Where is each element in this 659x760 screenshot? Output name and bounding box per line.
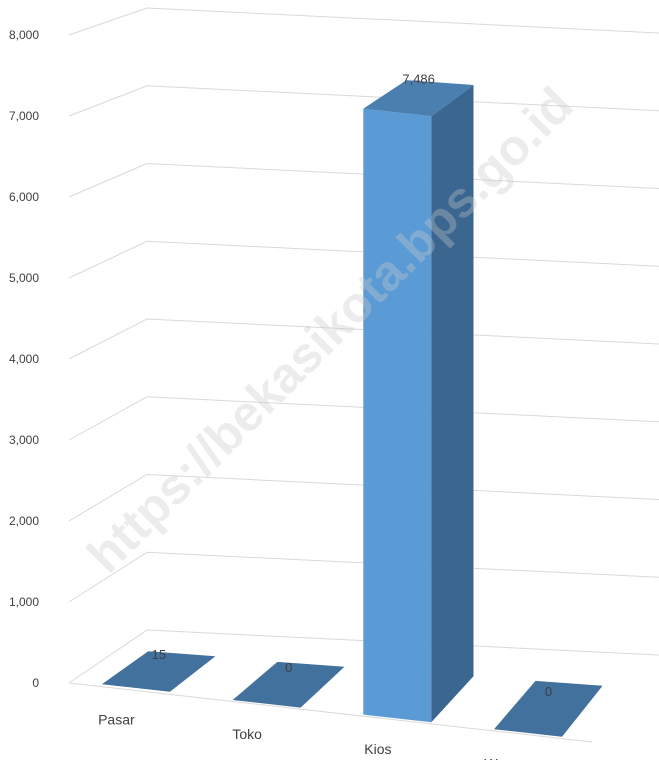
bar [101,651,216,692]
data-labels: 15 0 7,486 0 [152,72,552,700]
y-tick-label: 7,000 [9,109,39,123]
bar-top-face [494,680,603,737]
x-category-label: Pasar [98,711,135,727]
gridline [68,240,659,279]
data-label: 15 [152,647,166,662]
data-label: 0 [545,684,552,699]
gridline [68,473,659,522]
gridline [68,551,659,603]
y-tick-label: 0 [32,676,39,690]
gridline [68,7,659,36]
bar-top-face [363,80,474,117]
bar-top-face [232,661,345,708]
bar [494,680,603,737]
y-tick-label: 4,000 [9,352,39,366]
bar-top-face [101,651,216,692]
gridlines [68,7,659,743]
y-tick-label: 2,000 [9,514,39,528]
y-tick-label: 5,000 [9,271,39,285]
x-category-label: Warung [484,756,533,760]
data-label: 7,486 [402,72,435,87]
bars [101,80,603,737]
bar-side-face [431,85,474,723]
bar [232,661,345,708]
gridline [68,396,659,441]
y-tick-label: 6,000 [9,190,39,204]
bar [363,80,474,723]
data-label: 0 [285,660,292,675]
gridline [68,318,659,360]
x-category-label: Toko [232,726,262,742]
y-axis-tick-labels: 0 1,000 2,000 3,000 4,000 5,000 6,000 7,000 8,00… [9,28,39,690]
bar-front-face [363,108,432,723]
gridline [68,162,659,198]
gridline [68,629,659,684]
y-tick-label: 1,000 [9,595,39,609]
x-axis-category-labels: Pasar Toko Kios Warung [98,711,533,760]
y-tick-label: 3,000 [9,433,39,447]
gridline [68,85,659,117]
y-tick-label: 8,000 [9,28,39,42]
floor-front-edge [68,682,593,743]
x-category-label: Kios [364,741,391,757]
